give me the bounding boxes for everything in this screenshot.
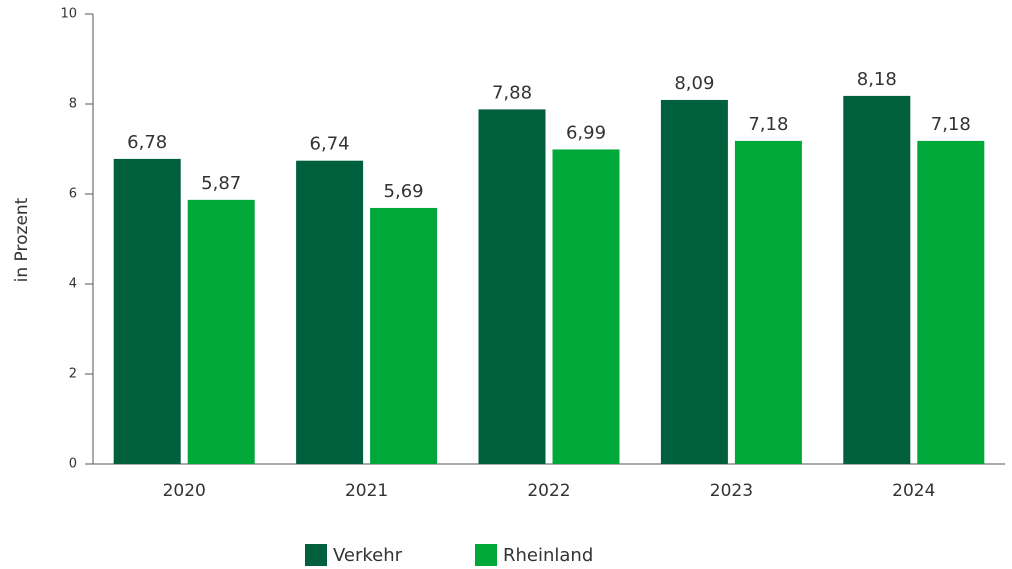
value-label: 5,69	[384, 181, 424, 202]
x-tick-label: 2020	[163, 481, 206, 501]
x-tick-label: 2021	[345, 481, 388, 501]
value-label: 8,18	[857, 69, 897, 90]
y-tick-label: 10	[60, 7, 77, 22]
y-tick-label: 8	[69, 97, 77, 112]
bar	[734, 140, 802, 464]
bar	[917, 140, 985, 464]
bar	[478, 109, 546, 465]
y-tick-label: 6	[69, 187, 77, 202]
value-label: 7,88	[492, 82, 532, 103]
y-tick-label: 0	[69, 457, 77, 472]
x-tick-label: 2023	[710, 481, 753, 501]
x-tick-label: 2022	[527, 481, 570, 501]
legend-label: Verkehr	[333, 545, 403, 566]
bar	[187, 199, 255, 464]
value-label: 7,18	[748, 114, 788, 135]
value-label: 6,78	[127, 132, 167, 153]
value-label: 7,18	[931, 114, 971, 135]
value-label: 6,74	[310, 134, 350, 155]
bar	[843, 95, 911, 465]
y-tick-label: 4	[69, 277, 77, 292]
bar	[552, 149, 620, 464]
bar	[370, 207, 438, 464]
y-tick-label: 2	[69, 367, 77, 382]
bar	[113, 158, 181, 464]
value-label: 6,99	[566, 122, 606, 143]
bar	[660, 99, 728, 464]
legend-swatch	[305, 544, 327, 566]
bar	[296, 160, 364, 464]
value-label: 5,87	[201, 173, 241, 194]
legend-label: Rheinland	[503, 545, 593, 566]
y-axis-label: in Prozent	[12, 197, 32, 282]
value-label: 8,09	[674, 73, 714, 94]
legend-swatch	[475, 544, 497, 566]
x-tick-label: 2024	[892, 481, 935, 501]
